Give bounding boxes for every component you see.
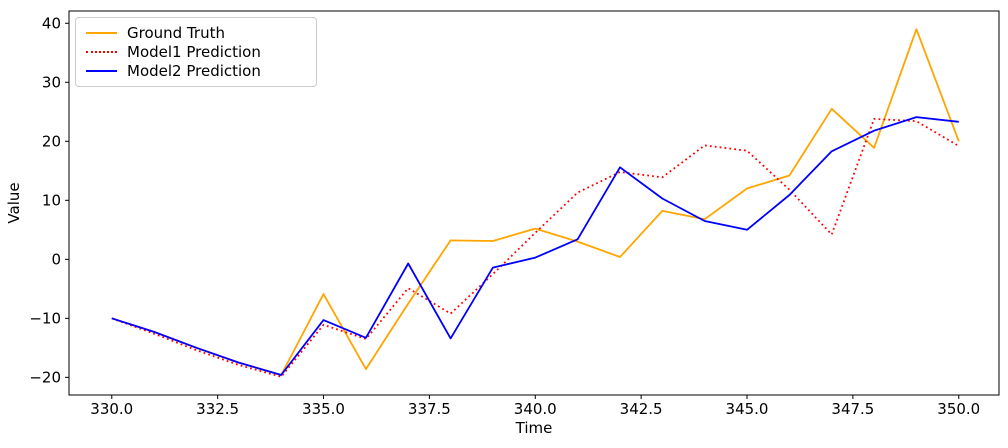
x-tick-label: 342.5 [620, 400, 663, 418]
y-tick-label: 10 [42, 191, 61, 209]
x-axis-label: Time [515, 419, 553, 437]
x-tick-label: 345.0 [726, 400, 769, 418]
series-line-model1-prediction [111, 118, 960, 378]
x-tick-label: 347.5 [831, 400, 874, 418]
axes-spines [68, 10, 1000, 396]
model2-prediction-line-swatch-icon [86, 69, 117, 72]
legend-item-ground-truth: Ground Truth [86, 24, 306, 43]
y-tick-label: −10 [29, 309, 61, 327]
x-tick-label: 332.5 [196, 400, 239, 418]
ground-truth-line-swatch-icon [86, 32, 117, 35]
legend: Ground Truth Model1 Prediction Model2 Pr… [75, 17, 317, 87]
legend-label: Model2 Prediction [127, 61, 261, 80]
x-tick-label: 350.0 [937, 400, 980, 418]
series-line-model2-prediction [111, 116, 959, 376]
legend-item-model2-prediction: Model2 Prediction [86, 61, 306, 80]
y-tick-label: −20 [29, 368, 61, 386]
legend-item-model1-prediction: Model1 Prediction [86, 43, 306, 62]
y-tick-label: 40 [42, 14, 61, 32]
y-tick-label: 30 [42, 73, 61, 91]
legend-label: Ground Truth [127, 24, 225, 43]
model1-prediction-line-swatch-icon [86, 51, 117, 53]
y-tick-label: 0 [51, 250, 61, 268]
x-tick-label: 330.0 [90, 400, 133, 418]
y-axis-label: Value [5, 182, 23, 223]
x-tick-label: 340.0 [514, 400, 557, 418]
x-tick-label: 337.5 [408, 400, 451, 418]
x-tick-label: 335.0 [302, 400, 345, 418]
legend-label: Model1 Prediction [127, 43, 261, 61]
y-tick-label: 20 [42, 132, 61, 150]
